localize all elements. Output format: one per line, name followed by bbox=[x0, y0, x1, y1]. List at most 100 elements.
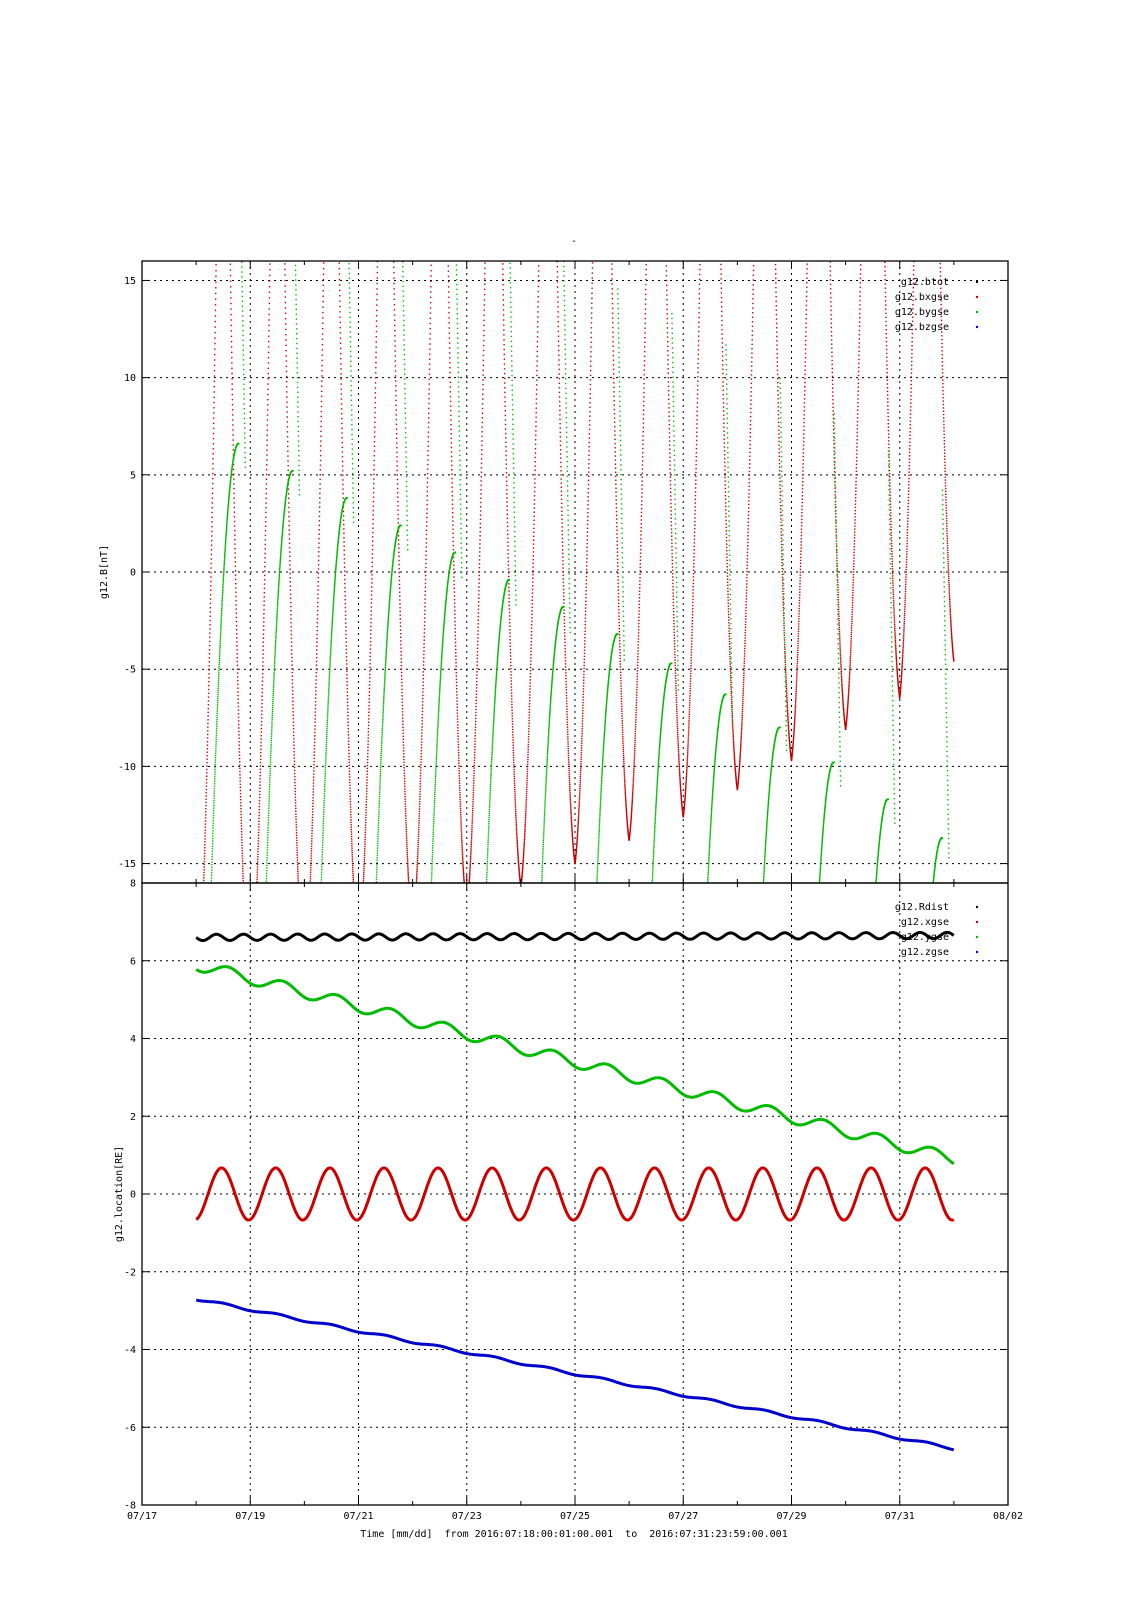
data-point bbox=[774, 273, 777, 275]
data-point bbox=[367, 755, 369, 758]
data-point bbox=[522, 864, 524, 867]
data-point bbox=[897, 683, 899, 685]
data-point bbox=[639, 570, 641, 572]
data-point bbox=[576, 840, 578, 842]
data-point bbox=[787, 721, 789, 724]
data-point bbox=[316, 649, 318, 651]
data-point bbox=[427, 454, 429, 457]
data-point bbox=[631, 801, 633, 803]
data-point bbox=[502, 258, 503, 259]
data-point bbox=[579, 777, 582, 780]
data-point bbox=[363, 859, 366, 861]
data-point bbox=[791, 757, 793, 760]
data-point bbox=[480, 480, 482, 482]
data-point bbox=[243, 887, 244, 888]
data-point bbox=[578, 800, 581, 802]
data-point bbox=[230, 351, 233, 354]
data-point bbox=[745, 609, 747, 612]
data-point bbox=[505, 463, 507, 465]
data-point bbox=[728, 622, 730, 624]
data-point bbox=[366, 767, 369, 770]
data-point bbox=[621, 720, 623, 722]
data-point bbox=[240, 802, 242, 804]
data-point bbox=[510, 689, 513, 691]
data-point bbox=[841, 695, 844, 697]
data-point bbox=[792, 746, 794, 748]
data-point bbox=[642, 426, 644, 429]
data-point bbox=[589, 397, 591, 399]
data-point bbox=[729, 672, 732, 675]
data-point bbox=[839, 641, 841, 643]
data-point bbox=[854, 509, 857, 512]
data-point bbox=[641, 460, 644, 462]
data-point bbox=[260, 745, 262, 747]
data-point bbox=[506, 505, 508, 507]
data-point bbox=[364, 829, 367, 831]
data-point bbox=[630, 823, 632, 825]
data-point bbox=[422, 677, 424, 680]
data-point bbox=[364, 831, 367, 834]
data-point bbox=[725, 523, 727, 525]
data-point bbox=[721, 319, 723, 322]
data-point bbox=[892, 575, 894, 577]
data-point bbox=[694, 524, 696, 526]
data-point bbox=[640, 526, 642, 529]
data-point bbox=[241, 833, 243, 836]
data-point bbox=[212, 468, 214, 470]
data-point bbox=[205, 801, 207, 804]
data-point bbox=[502, 289, 504, 291]
data-point bbox=[855, 473, 857, 476]
data-point bbox=[639, 576, 641, 579]
data-point bbox=[530, 654, 532, 656]
data-point bbox=[210, 571, 212, 574]
data-point bbox=[447, 280, 450, 283]
data-point bbox=[475, 702, 477, 705]
data-point bbox=[313, 744, 316, 747]
data-point bbox=[519, 878, 521, 880]
data-point bbox=[696, 427, 698, 429]
data-point bbox=[797, 640, 799, 642]
data-point bbox=[738, 765, 741, 768]
data-point bbox=[644, 346, 646, 348]
data-point bbox=[667, 359, 669, 361]
data-point bbox=[214, 342, 216, 345]
data-point bbox=[667, 345, 669, 348]
data-point bbox=[615, 495, 617, 497]
data-point bbox=[428, 393, 430, 395]
data-point bbox=[295, 818, 297, 821]
data-point bbox=[423, 635, 426, 638]
data-point bbox=[288, 542, 291, 545]
data-point bbox=[507, 564, 510, 566]
data-point bbox=[891, 547, 893, 550]
data-point bbox=[234, 547, 236, 550]
data-point bbox=[509, 648, 512, 651]
data-point bbox=[268, 308, 270, 310]
data-point bbox=[504, 400, 506, 403]
data-point bbox=[734, 762, 736, 764]
data-point bbox=[557, 291, 559, 293]
data-point bbox=[557, 325, 560, 328]
data-point bbox=[837, 586, 839, 589]
data-point bbox=[482, 344, 485, 347]
data-point bbox=[853, 563, 855, 565]
data-point bbox=[860, 255, 861, 256]
data-point bbox=[259, 774, 261, 777]
data-point bbox=[679, 780, 681, 782]
data-point bbox=[516, 848, 519, 851]
data-point bbox=[518, 871, 520, 873]
data-point bbox=[482, 388, 484, 391]
data-point bbox=[365, 811, 367, 814]
data-point bbox=[833, 436, 835, 438]
data-point bbox=[678, 754, 680, 756]
data-point bbox=[427, 422, 430, 424]
data-point bbox=[394, 365, 397, 367]
data-point bbox=[793, 722, 796, 724]
data-point bbox=[731, 714, 733, 717]
data-point bbox=[420, 747, 423, 749]
data-point bbox=[471, 820, 473, 822]
data-point bbox=[310, 842, 313, 845]
data-point bbox=[575, 854, 577, 856]
data-point bbox=[422, 671, 425, 673]
data-point bbox=[515, 812, 517, 815]
data-point bbox=[231, 372, 233, 375]
